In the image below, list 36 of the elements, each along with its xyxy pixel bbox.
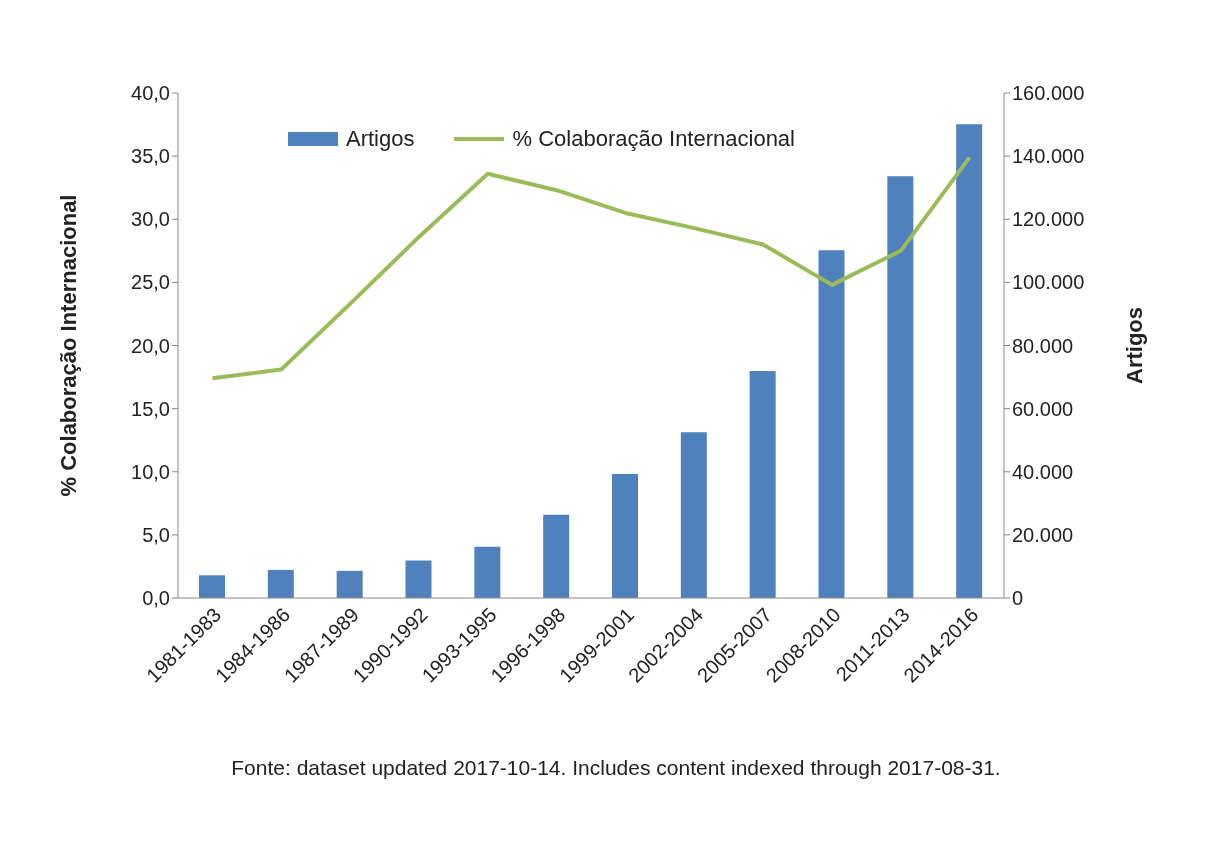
y-tick-label: 20,0 xyxy=(131,334,170,357)
y-tick-label: 30,0 xyxy=(131,208,170,231)
y2-tick-label: 40.000 xyxy=(1012,460,1074,483)
bar xyxy=(612,473,638,598)
y-tick-label: 10,0 xyxy=(131,460,170,483)
bar xyxy=(887,176,914,598)
bar xyxy=(680,432,707,598)
y-tick-label: 40,0 xyxy=(131,82,170,105)
y-tick-label: 15,0 xyxy=(131,397,170,420)
y-tick-label: 5,0 xyxy=(142,523,170,546)
y-tick-label: 25,0 xyxy=(131,271,170,294)
line-series xyxy=(210,155,972,381)
bar xyxy=(956,124,983,598)
source-note: Fonte: dataset updated 2017-10-14. Includes content indexed through 2017-08-31. xyxy=(230,755,1002,781)
legend-label: % Colaboração Internacional xyxy=(512,126,795,152)
bar xyxy=(199,575,225,598)
y2-tick-label: 20.000 xyxy=(1012,523,1074,546)
y-axis-title: % Colaboração Internacional xyxy=(55,194,81,497)
bar xyxy=(405,560,432,598)
bar xyxy=(543,514,570,598)
bar xyxy=(818,250,845,598)
y2-tick-label: 120.000 xyxy=(1012,208,1085,231)
bar xyxy=(749,371,776,598)
y2-tick-label: 160.000 xyxy=(1012,82,1085,105)
y2-tick-label: 0 xyxy=(1012,587,1024,610)
bar xyxy=(474,546,501,598)
y2-tick-label: 60.000 xyxy=(1012,397,1074,420)
y2-tick-label: 100.000 xyxy=(1012,271,1085,294)
y-tick-label: 0,0 xyxy=(142,587,170,610)
y-tick-label: 35,0 xyxy=(131,145,170,168)
y2-tick-label: 140.000 xyxy=(1012,145,1085,168)
y2-tick-label: 80.000 xyxy=(1012,334,1074,357)
bar xyxy=(336,570,363,598)
bar xyxy=(267,569,294,598)
legend-label: Artigos xyxy=(346,126,415,152)
y2-axis-title: Artigos xyxy=(1121,307,1147,384)
